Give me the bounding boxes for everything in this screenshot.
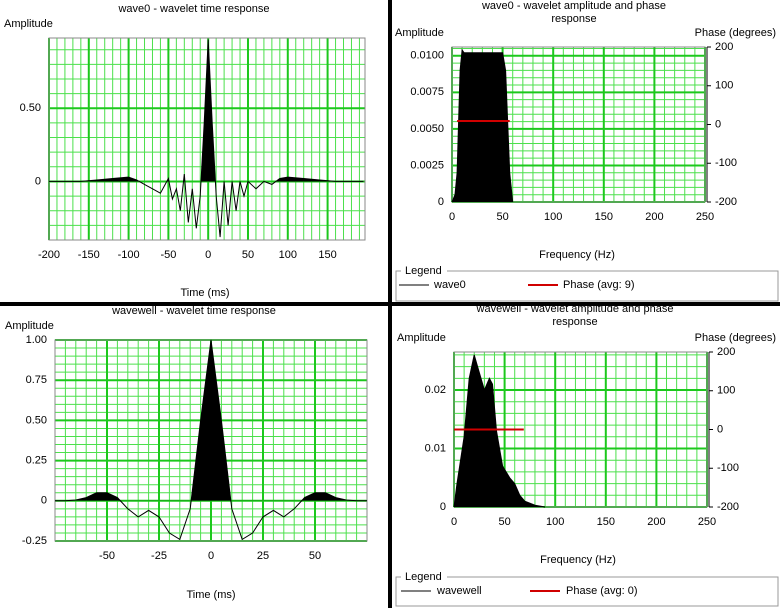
x-tick-label: 100 [544,211,562,223]
y-tick-label: 0.0075 [410,86,444,98]
y2-tick-label: 100 [715,80,733,92]
legend-title: Legend [405,265,442,277]
y-tick-label: -0.25 [22,535,47,547]
y2-axis-label: Phase (degrees) [695,27,776,39]
y-axis-label: Amplitude [5,320,54,332]
y-tick-label: 1.00 [26,334,47,346]
divider [0,302,780,306]
y-tick-label: 0 [35,175,41,187]
area-fill [452,49,513,202]
x-axis-label: Time (ms) [180,287,229,299]
legend-title-bg [401,571,447,583]
x-axis-label: Frequency (Hz) [539,249,615,261]
y2-tick-label: -100 [717,462,739,474]
chart-title: wave0 - wavelet amplitude and phase resp… [481,0,667,25]
y-tick-label: 0.0100 [410,50,444,62]
y-tick-label: 0.01 [425,442,446,454]
x-tick-label: 0 [205,249,211,261]
y2-tick-label: -200 [717,501,739,513]
y-tick-label: 0.25 [26,455,47,467]
wavelet-line [49,39,364,238]
x-tick-label: 200 [645,211,663,223]
x-tick-label: 50 [498,516,510,528]
y-tick-label: 0.75 [26,374,47,386]
y-tick-label: 0.0025 [410,159,444,171]
x-axis-label: Time (ms) [186,589,235,601]
legend-label: wave0 [433,279,466,291]
y2-tick-label: 200 [717,346,735,358]
area-fill [49,39,364,182]
x-tick-label: -150 [78,249,100,261]
x-tick-label: 250 [696,211,714,223]
x-tick-label: 25 [257,550,269,562]
y-tick-label: 0.02 [425,384,446,396]
x-tick-label: 50 [309,550,321,562]
y-axis-label: Amplitude [395,27,444,39]
x-tick-label: 50 [242,249,254,261]
y-tick-label: 0 [440,501,446,513]
x-tick-label: -50 [99,550,115,562]
x-tick-label: -50 [160,249,176,261]
chart-title: wave0 - wavelet time response [118,3,270,15]
x-tick-label: 250 [698,516,716,528]
y2-tick-label: 100 [717,385,735,397]
y-tick-label: 0.0050 [410,123,444,135]
y-tick-label: 0 [438,196,444,208]
chart-title: wavewell - wavelet time response [112,305,276,317]
x-tick-label: 100 [546,516,564,528]
plot-border [48,37,366,241]
x-tick-label: 150 [318,249,336,261]
wavelet-line [55,339,367,541]
legend-title-bg [401,265,447,277]
y-tick-label: 0 [41,495,47,507]
y-tick-label: 0.50 [26,414,47,426]
x-tick-label: 0 [208,550,214,562]
y2-tick-label: 0 [717,423,723,435]
legend-label: wavewell [436,585,482,597]
area-fill [454,354,546,507]
x-tick-label: 0 [451,516,457,528]
x-tick-label: 150 [595,211,613,223]
chart-title: wavewell - wavelet amplitude and phase r… [476,303,674,328]
y2-tick-label: 0 [715,118,721,130]
legend-frame [395,270,779,302]
x-axis-label: Frequency (Hz) [540,554,616,566]
legend-label: Phase (avg: 9) [563,279,635,291]
legend-frame [395,576,779,607]
x-tick-label: -25 [151,550,167,562]
x-tick-label: 100 [279,249,297,261]
legend-title: Legend [405,571,442,583]
x-tick-label: -100 [118,249,140,261]
y2-tick-label: -200 [715,196,737,208]
area-fill [55,340,367,501]
y2-axis-label: Phase (degrees) [695,332,776,344]
x-tick-label: -200 [38,249,60,261]
wavelet-line [453,354,546,508]
plot-border [451,46,706,203]
x-tick-label: 200 [647,516,665,528]
x-tick-label: 50 [496,211,508,223]
legend-label: Phase (avg: 0) [566,585,638,597]
x-tick-label: 150 [597,516,615,528]
y-axis-label: Amplitude [397,332,446,344]
y-tick-label: 0.50 [20,102,41,114]
y2-tick-label: -100 [715,157,737,169]
y-axis-label: Amplitude [4,18,53,30]
x-tick-label: 0 [449,211,455,223]
y2-tick-label: 200 [715,41,733,53]
